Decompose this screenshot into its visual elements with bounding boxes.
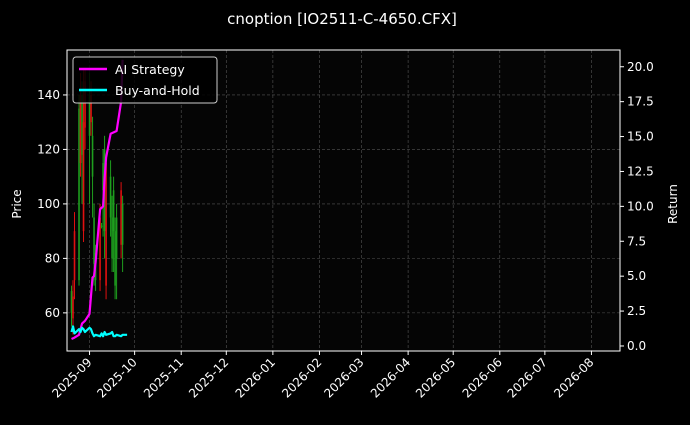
candle-body (70, 291, 73, 313)
candle-body (91, 135, 94, 177)
candle-body (120, 190, 122, 245)
y-tick-label-right: 7.5 (627, 234, 646, 248)
plot-frame (66, 49, 621, 352)
series-line-ai-strategy (71, 59, 124, 340)
candle-body (72, 296, 74, 319)
y-axis-left: 60 80 100 120 140 (37, 88, 67, 320)
candle-body (79, 94, 82, 164)
candle-body (82, 122, 85, 232)
candle-body (115, 217, 118, 259)
candle-body (121, 203, 124, 245)
y-axis-left-label: Price (10, 189, 24, 218)
legend-box (72, 56, 218, 104)
candle-body (111, 217, 113, 259)
chart-title: cnoption [IO2511-C-4650.CFX] (227, 10, 457, 28)
candle-body (109, 176, 112, 218)
candle-body (73, 231, 76, 281)
legend-label-buy-and-hold: Buy-and-Hold (115, 83, 200, 98)
y-tick-label-right: 12.5 (627, 164, 654, 178)
y-tick-label-left: 100 (37, 197, 60, 211)
candle-body (105, 163, 107, 286)
candle-body (100, 225, 103, 227)
candle-body (99, 217, 101, 281)
y-tick-label-right: 5.0 (627, 269, 646, 283)
legend-label-ai-strategy: AI Strategy (115, 62, 185, 77)
y-tick-label-left: 120 (37, 142, 60, 156)
candle-body (102, 163, 104, 191)
candle-body (90, 94, 92, 123)
series-lines (70, 59, 128, 340)
series-line-buy-and-hold (70, 325, 128, 338)
candle-body (112, 190, 115, 232)
y-axis-right-label: Return (666, 184, 680, 224)
y-tick-label-left: 80 (45, 251, 60, 265)
candle-body (114, 231, 116, 286)
legend: AI Strategy Buy-and-Hold (72, 56, 218, 104)
candle-body (88, 94, 91, 136)
y-tick-label-right: 15.0 (627, 130, 654, 144)
y-tick-label-right: 0.0 (627, 339, 646, 353)
y-tick-label-right: 10.0 (627, 199, 654, 213)
y-tick-label-left: 140 (37, 88, 60, 102)
y-tick-label-left: 60 (45, 306, 60, 320)
candle-body (84, 81, 86, 128)
grid (67, 50, 620, 351)
candle-body (78, 108, 80, 281)
y-tick-label-right: 2.5 (627, 304, 646, 318)
candle-body (93, 217, 95, 264)
candle-body (81, 94, 83, 155)
y-tick-label-right: 20.0 (627, 60, 654, 74)
y-axis-right: 0.0 2.5 5.0 7.5 10.0 12.5 15.0 17.5 20.0 (620, 60, 654, 353)
y-tick-label-right: 17.5 (627, 95, 654, 109)
